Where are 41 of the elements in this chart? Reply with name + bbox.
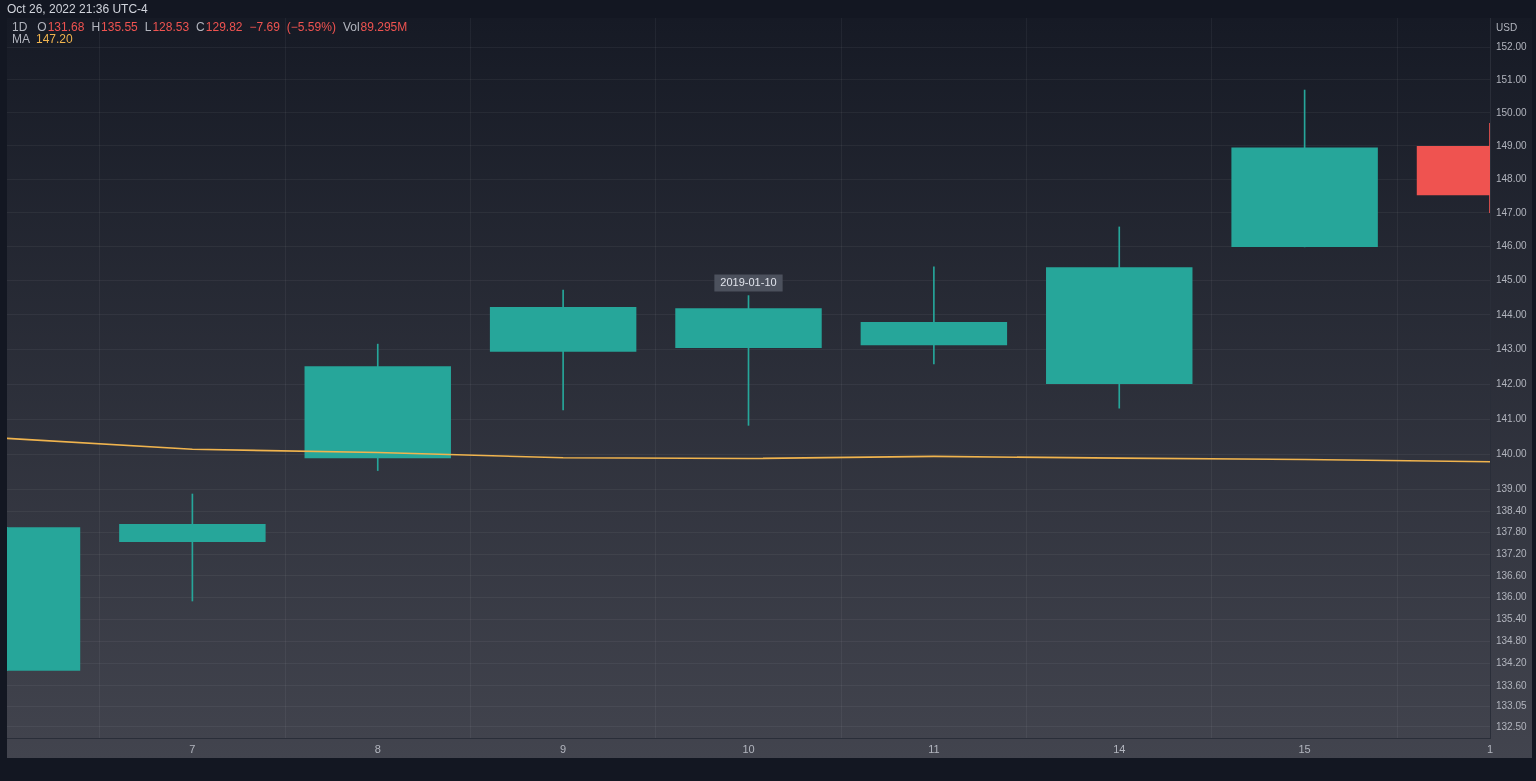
y-tick-label: 152.00: [1496, 40, 1528, 52]
y-tick-label: 143.00: [1496, 343, 1528, 355]
text: Oct 26, 2022 21:36 UTC-4: [7, 2, 149, 17]
x-tick-label: 9: [560, 742, 567, 755]
x-tick-label: 7: [189, 742, 196, 755]
y-tick-label: 133.60: [1496, 679, 1528, 691]
x-tick-label: 10: [742, 742, 755, 755]
text: O131.68 H135.55 L128.53 C129.82 −7.69 (−5.59%) Vol89.295M: [37, 20, 408, 35]
annotation: 2019-01-10: [720, 276, 777, 289]
y-tick-label: 149.00: [1496, 139, 1528, 151]
x-tick-label: 1: [1486, 742, 1494, 755]
y-tick-label: 137.20: [1496, 548, 1528, 559]
x-tick-label: 14: [1113, 742, 1126, 755]
y-tick-label: 138.40: [1496, 504, 1528, 516]
y-tick-label: 144.00: [1496, 308, 1528, 320]
text: MA: [12, 32, 30, 47]
y-tick-label: 135.40: [1496, 613, 1528, 625]
y-tick-label: 150.00: [1496, 106, 1528, 118]
y-tick-label: 151.00: [1496, 73, 1528, 85]
y-tick-label: 134.80: [1496, 635, 1528, 647]
x-tick-label: 8: [374, 742, 381, 755]
y-tick-label: 142.00: [1496, 377, 1528, 389]
y-tick-label: 147.00: [1496, 206, 1528, 218]
y-tick-label: 137.80: [1496, 526, 1528, 538]
y-tick-label: 134.20: [1496, 657, 1528, 669]
x-tick-label: 15: [1298, 742, 1311, 755]
y-tick-label: 148.00: [1496, 172, 1528, 184]
y-tick-label: 145.00: [1496, 274, 1528, 286]
y-tick-label: 139.00: [1496, 483, 1528, 495]
y-tick-label: 132.50: [1496, 720, 1528, 732]
y-tick-label: 136.60: [1496, 569, 1528, 581]
y-tick-label: 133.05: [1496, 700, 1528, 712]
y-tick-label: 140.00: [1496, 448, 1528, 460]
candlestick: [860, 266, 1008, 365]
y-tick-label: 141.00: [1496, 412, 1528, 424]
x-tick-label: 11: [928, 742, 940, 755]
y-tick-label: 136.00: [1496, 591, 1528, 603]
y-axis-title: USD: [1496, 21, 1518, 33]
annotation: 147.20: [36, 32, 74, 47]
chart-title: 1D: [12, 20, 28, 35]
y-tick-label: 146.00: [1496, 240, 1528, 252]
